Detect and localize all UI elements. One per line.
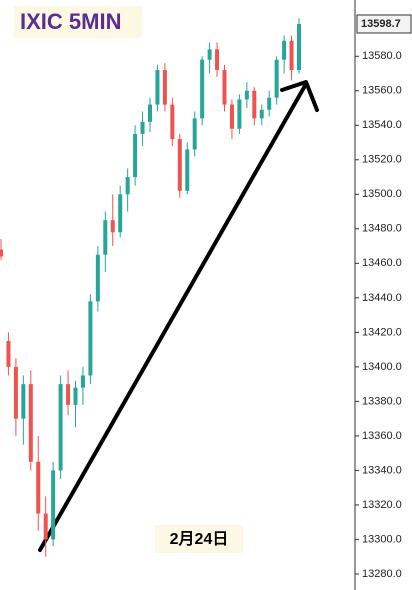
candle-body: [177, 139, 182, 191]
arrow: [38, 80, 319, 552]
candle-body: [73, 387, 78, 405]
candle-body: [28, 384, 33, 462]
y-tick-label: 13320.0: [362, 499, 402, 511]
candle-body: [43, 513, 48, 540]
candle-body: [148, 104, 152, 122]
candle-body: [110, 220, 115, 233]
candle-body: [51, 470, 56, 540]
candle-body: [200, 59, 205, 119]
y-tick-label: 13460.0: [362, 257, 402, 269]
y-tick-label: 13520.0: [362, 154, 402, 166]
y-tick-label: 13400.0: [362, 361, 402, 373]
candle-body: [6, 340, 11, 367]
candle-body: [66, 384, 71, 405]
annotation-box: [155, 525, 243, 553]
y-tick-label: 13540.0: [362, 119, 402, 131]
candle-body: [125, 177, 130, 195]
y-tick-label: 13300.0: [362, 533, 402, 545]
chart-title: IXIC 5MIN: [20, 9, 121, 34]
candle-body: [162, 70, 167, 105]
candle-body: [155, 70, 160, 105]
candle-body: [215, 49, 220, 71]
candle-body: [0, 249, 3, 257]
candle-body: [13, 366, 18, 419]
candle-body: [267, 97, 272, 110]
candle-body: [259, 109, 264, 119]
candle-body: [133, 133, 138, 178]
candle-body: [244, 90, 249, 100]
candle-body: [36, 461, 41, 514]
candle-body: [192, 118, 197, 150]
y-tick-label: 13280.0: [362, 568, 402, 580]
candle-body: [229, 104, 234, 129]
y-tick-label: 13340.0: [362, 464, 402, 476]
candle-body: [289, 40, 294, 71]
candle-body: [282, 40, 287, 60]
candle-body: [170, 104, 175, 140]
candle-body: [58, 384, 63, 471]
y-tick-label: 13360.0: [362, 430, 402, 442]
candle-body: [237, 99, 242, 129]
y-tick-label: 13440.0: [362, 292, 402, 304]
candle-body: [222, 70, 227, 105]
y-tick-label: 13560.0: [362, 85, 402, 97]
candle-body: [103, 220, 108, 255]
candle-body: [140, 121, 145, 134]
y-tick-label: 13420.0: [362, 326, 402, 338]
y-tick-label: 13480.0: [362, 223, 402, 235]
candle-body: [297, 23, 301, 71]
y-tick-label: 13500.0: [362, 188, 402, 200]
title-box: [14, 6, 142, 38]
candle-body: [88, 301, 93, 376]
candle-body: [207, 49, 212, 60]
last-price-label: 13598.7: [361, 18, 401, 30]
date-annotation: 2月24日: [170, 530, 229, 548]
candle-body: [21, 384, 26, 419]
candle-body: [80, 375, 85, 388]
candle-body: [118, 194, 123, 233]
y-tick-label: 13380.0: [362, 395, 402, 407]
last-price-box: [356, 14, 412, 34]
candle-body: [252, 90, 257, 119]
candle-body: [95, 254, 100, 302]
candle-body: [274, 59, 279, 98]
candle-body: [185, 149, 190, 191]
y-tick-label: 13580.0: [362, 50, 402, 62]
